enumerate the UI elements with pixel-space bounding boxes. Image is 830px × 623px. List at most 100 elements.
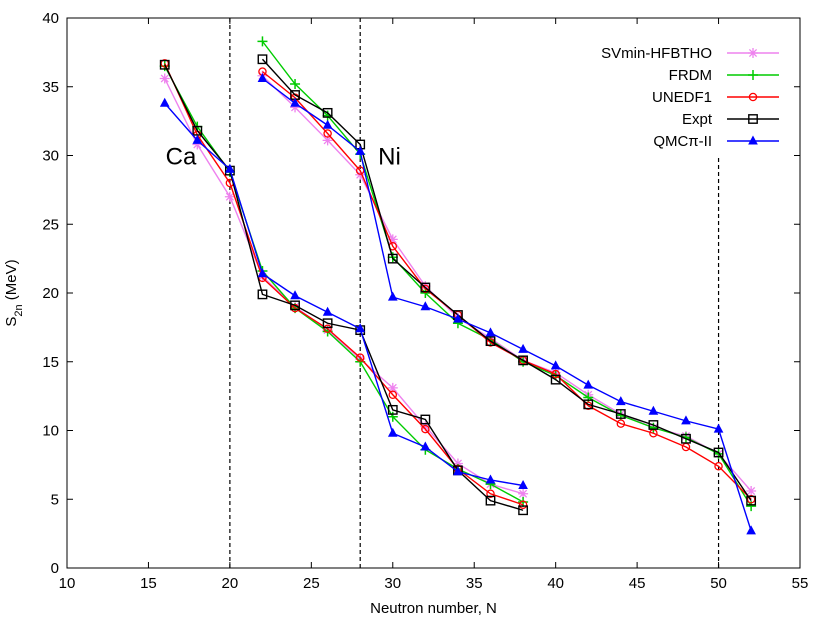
- data-point-expt: [615, 409, 626, 419]
- data-point-qmc-ii: [159, 97, 170, 107]
- data-point-expt: [420, 282, 431, 293]
- data-point-qmc-ii: [257, 72, 268, 82]
- y-axis-label-subscript: 2n: [13, 304, 25, 316]
- x-tick-label: 15: [140, 575, 157, 592]
- legend-marker-qmc-ii: [748, 135, 758, 145]
- data-point-qmc-ii: [387, 291, 398, 301]
- data-point-unedf1: [323, 324, 332, 333]
- y-tick-label: 30: [42, 148, 59, 165]
- y-tick-label: 40: [42, 10, 59, 27]
- data-point-qmc-ii: [420, 301, 431, 311]
- data-point-unedf1: [518, 500, 528, 509]
- data-point-svmin-hfbtho: [224, 191, 235, 202]
- legend-label-qmc-ii: QMCπ-II: [653, 133, 712, 150]
- legend-label-expt: Expt: [682, 111, 713, 128]
- legend-label-unedf1: UNEDF1: [652, 89, 712, 106]
- data-point-qmc-ii: [648, 405, 659, 415]
- data-point-unedf1: [486, 489, 495, 498]
- data-point-frdm: [257, 36, 268, 47]
- data-point-expt: [485, 336, 496, 347]
- data-point-qmc-ii: [290, 290, 300, 300]
- data-point-expt: [387, 404, 398, 415]
- data-point-svmin-hfbtho: [322, 135, 333, 146]
- x-tick-label: 30: [384, 575, 401, 592]
- series-line-svmin-hfbtho: [164, 78, 524, 495]
- x-tick-label: 35: [466, 575, 483, 592]
- chart-annotations: Ca Ni: [166, 144, 401, 171]
- data-point-expt: [420, 414, 431, 425]
- data-point-expt: [485, 495, 496, 506]
- data-point-unedf1: [714, 461, 723, 471]
- y-tick-label: 15: [42, 354, 59, 371]
- y-tick-label: 25: [42, 216, 59, 233]
- legend-marker-unedf1: [748, 92, 758, 102]
- data-point-svmin-hfbtho: [518, 488, 529, 499]
- legend: SVmin-HFBTHO FRDM UNEDF1 Expt QMCπ-II: [601, 45, 779, 150]
- data-point-qmc-ii: [615, 396, 626, 406]
- legend-marker-frdm: [748, 70, 758, 80]
- data-point-expt: [387, 253, 398, 264]
- x-tick-label: 45: [629, 575, 646, 592]
- data-point-svmin-hfbtho: [420, 421, 431, 432]
- data-point-unedf1: [551, 369, 560, 379]
- x-tick-label: 50: [710, 575, 727, 592]
- data-point-expt: [290, 300, 300, 311]
- x-tick-label: 20: [222, 575, 239, 592]
- data-point-svmin-hfbtho: [746, 486, 757, 496]
- data-point-svmin-hfbtho: [387, 382, 398, 393]
- data-point-expt: [583, 399, 594, 410]
- data-point-qmc-ii: [550, 360, 561, 370]
- data-point-qmc-ii: [387, 427, 398, 437]
- x-tick-label: 10: [59, 575, 76, 592]
- data-point-qmc-ii: [225, 163, 235, 173]
- y-tick-label: 0: [51, 560, 59, 577]
- data-point-qmc-ii: [681, 415, 691, 425]
- data-point-expt: [257, 54, 268, 65]
- data-point-qmc-ii: [583, 379, 594, 389]
- data-point-qmc-ii: [453, 466, 463, 476]
- data-point-qmc-ii: [713, 423, 724, 433]
- data-point-svmin-hfbtho: [452, 458, 463, 469]
- series-line-qmc-ii: [164, 102, 524, 487]
- data-point-frdm: [290, 79, 301, 89]
- data-point-qmc-ii: [322, 119, 333, 129]
- legend-marker-svmin-hfbtho: [748, 48, 758, 58]
- data-point-frdm: [518, 497, 529, 507]
- data-point-qmc-ii: [192, 134, 203, 144]
- data-point-svmin-hfbtho: [420, 281, 431, 292]
- data-point-svmin-hfbtho: [387, 234, 398, 245]
- data-point-svmin-hfbtho: [290, 102, 301, 113]
- data-point-svmin-hfbtho: [192, 139, 203, 150]
- data-point-unedf1: [421, 424, 430, 434]
- data-point-expt: [322, 318, 333, 329]
- data-point-unedf1: [323, 129, 332, 138]
- data-point-expt: [159, 59, 170, 70]
- data-point-qmc-ii: [518, 343, 528, 353]
- shell-closure-lines: [229, 18, 720, 568]
- data-point-qmc-ii: [518, 479, 528, 489]
- y-tick-label: 10: [42, 423, 59, 440]
- data-point-qmc-ii: [420, 441, 431, 451]
- annotation-label: Ni: [378, 144, 401, 171]
- data-point-qmc-ii: [290, 97, 300, 107]
- data-point-qmc-ii: [257, 268, 268, 278]
- data-point-svmin-hfbtho: [159, 73, 170, 84]
- data-point-qmc-ii: [355, 145, 366, 155]
- series-line-qmc-ii: [262, 77, 752, 532]
- axis-ticks: 10 15 20 25 30 35 40 45 50 55 0 5 10 15 20 25 30 35 40: [42, 10, 808, 592]
- data-point-unedf1: [355, 353, 365, 362]
- y-axis-label-main: S: [3, 317, 20, 327]
- legend-label-frdm: FRDM: [669, 67, 712, 84]
- data-point-qmc-ii: [453, 313, 463, 323]
- x-tick-label: 40: [547, 575, 564, 592]
- y-tick-label: 35: [42, 79, 59, 96]
- data-point-expt: [713, 447, 724, 458]
- data-point-unedf1: [388, 390, 398, 399]
- annotation-label: Ca: [166, 144, 197, 171]
- data-point-qmc-ii: [322, 306, 333, 316]
- series-qmc-ii: [159, 72, 756, 535]
- data-point-expt: [518, 355, 528, 366]
- data-point-qmc-ii: [485, 327, 496, 337]
- data-point-qmc-ii: [746, 525, 756, 535]
